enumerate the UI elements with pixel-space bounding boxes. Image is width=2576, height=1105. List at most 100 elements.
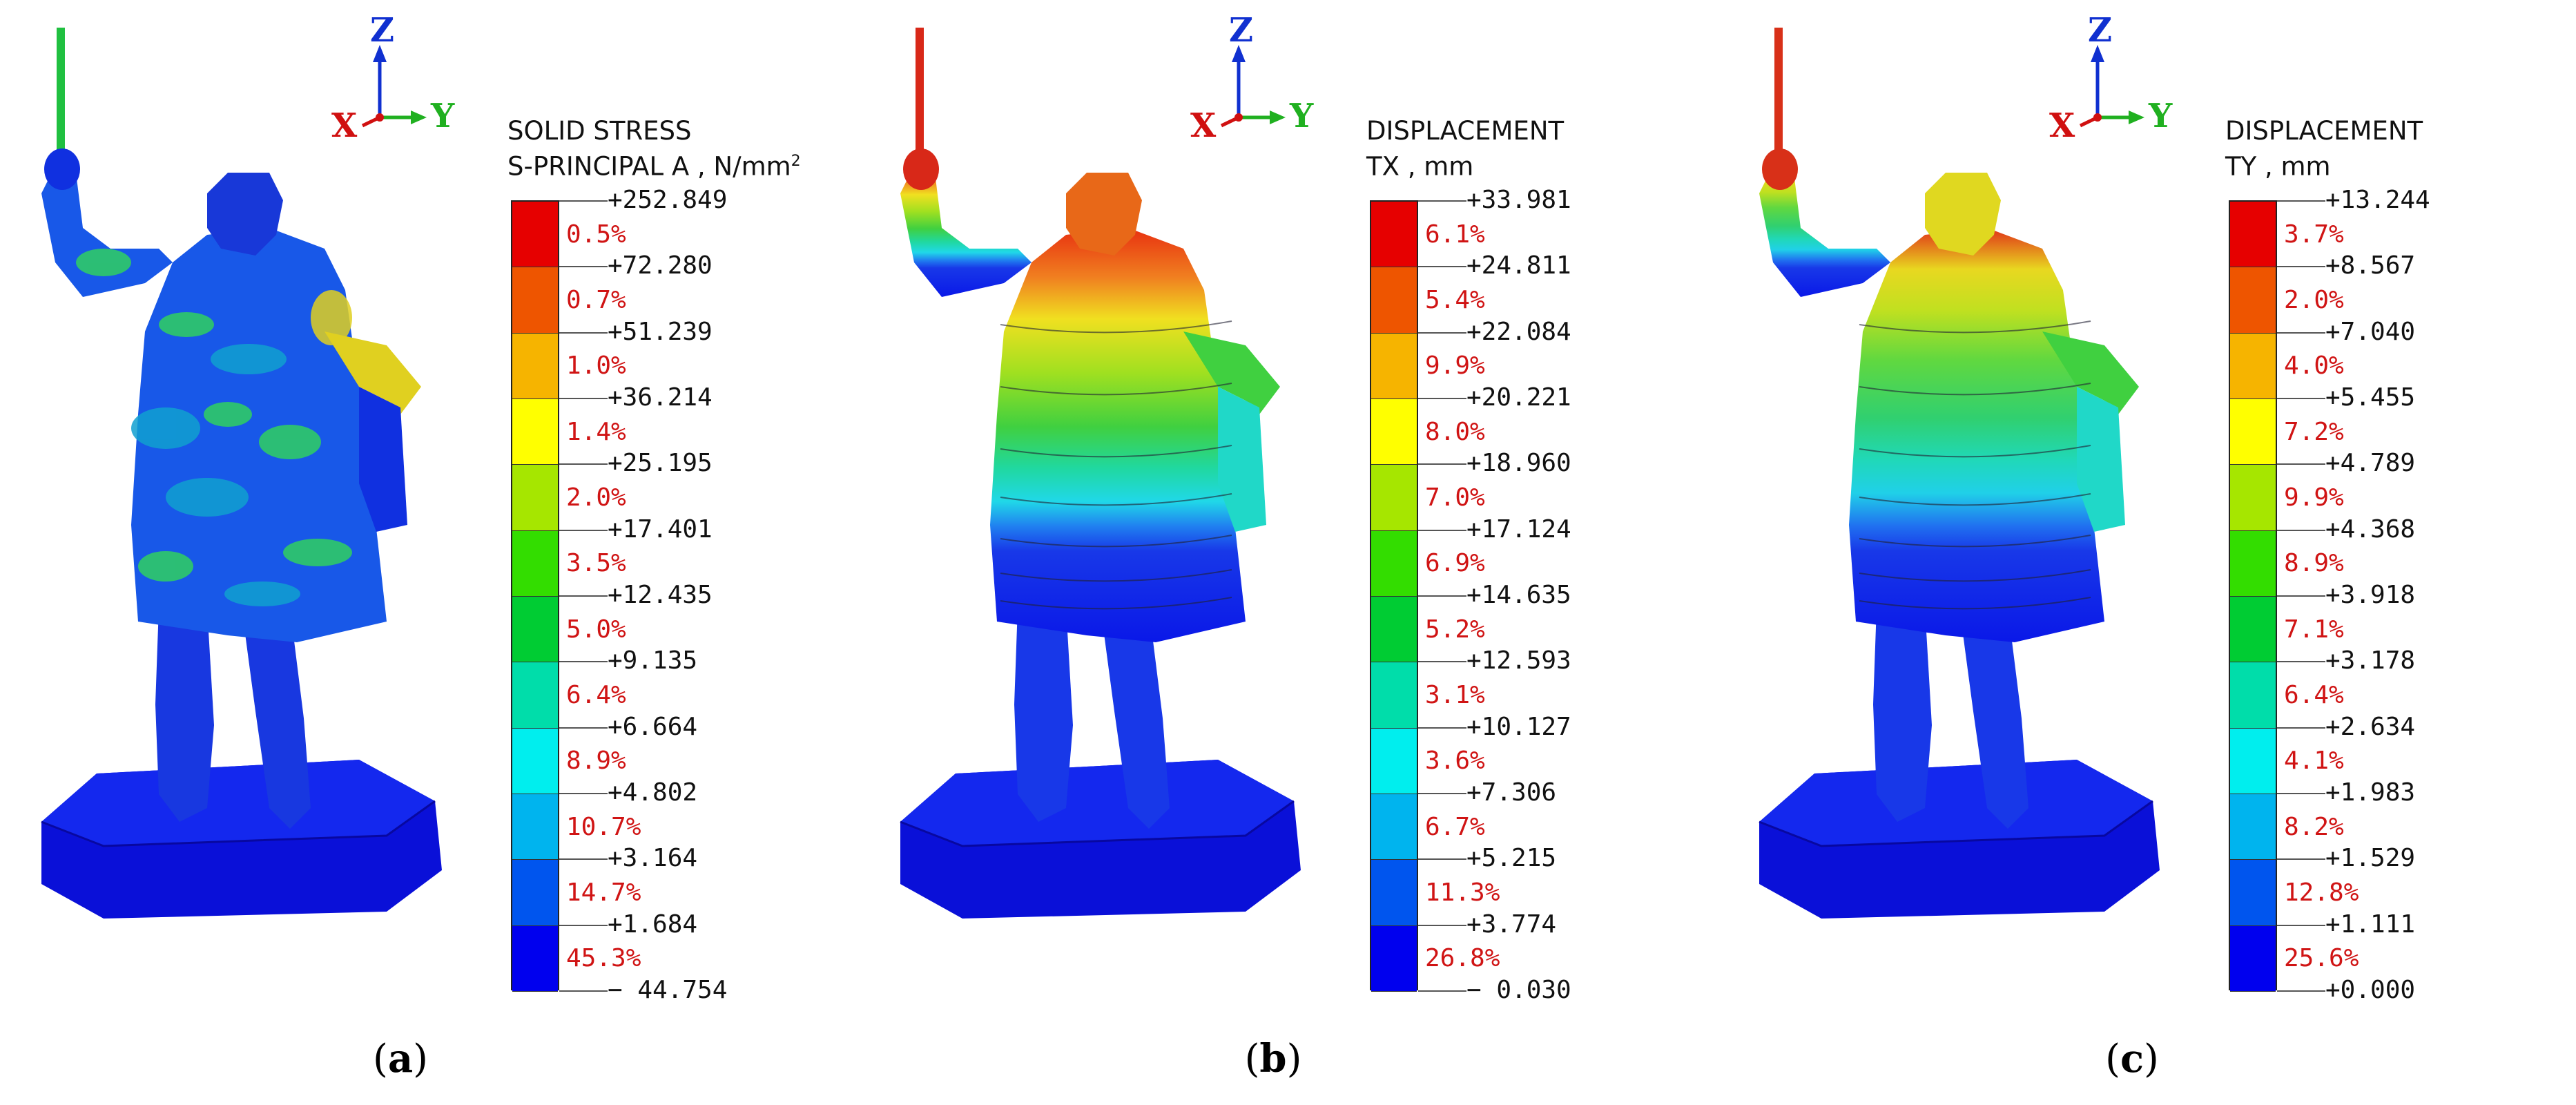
color-scale-band [512,794,558,861]
statue-hand [903,148,939,190]
color-scale-band [1371,333,1417,399]
tick-mark [559,398,608,399]
coordinate-triad: Z X Y [1163,14,1328,145]
statue-model [41,28,442,919]
band-percentage-label: 6.4% [2284,681,2344,709]
band-percentage-label: 25.6% [2284,944,2359,973]
band-percentage-label: 45.3% [566,944,641,973]
statue-legs [1873,608,2028,829]
panel-caption-letter: c [2120,1036,2144,1082]
color-scale-band [512,597,558,663]
tick-value-label: +12.435 [608,581,713,609]
coordinate-triad: Z X Y [304,14,469,145]
tick-value-label: +6.664 [608,712,698,741]
tick-mark [1418,595,1466,597]
color-scale-bar [2229,200,2277,992]
band-percentage-label: 1.4% [566,417,626,446]
tick-value-label: +5.455 [2325,383,2416,412]
statue-lowered-arm [2042,332,2139,414]
axis-label-x: X [1190,106,1217,145]
color-scale-band [512,530,558,597]
statue-model [1759,28,2160,919]
coordinate-triad: Z X Y [2022,14,2187,145]
tick-mark [2277,529,2325,531]
contour-lines [1859,320,2091,610]
band-percentage-label: 2.0% [566,483,626,512]
tick-mark [559,266,608,268]
legend-title-line1: SOLID STRESS [507,116,692,146]
tick-mark [1418,990,1466,992]
tick-value-label: +18.960 [1466,449,1571,478]
legend-title-line2: TY , mm [2225,151,2331,182]
statue-head [1066,173,1142,256]
tick-value-label: +10.127 [1466,712,1571,741]
tick-mark [2277,924,2325,926]
color-scale-band [512,465,558,531]
pedestal [1759,760,2160,919]
tick-mark [2277,398,2325,399]
statue-raised-arm [1759,166,1890,297]
axis-label-z: Z [1229,14,1253,50]
band-percentage-label: 6.1% [1425,220,1485,249]
tick-value-label: +1.983 [2325,778,2416,807]
stress-mottling [76,249,352,606]
band-percentage-label: 0.5% [566,220,626,249]
statue-torso [1849,228,2104,642]
color-scale-band [512,860,558,926]
tick-mark [559,529,608,531]
color-scale-band [1371,465,1417,531]
tick-mark [1418,398,1466,399]
band-percentage-label: 7.0% [1425,483,1485,512]
color-scale-band [2230,597,2276,663]
tick-mark [559,990,608,992]
color-scale-band [1371,597,1417,663]
statue-raised-arm [41,166,173,297]
band-percentage-label: 14.7% [566,878,641,907]
statue-torso [990,228,1246,642]
band-percentage-label: 5.4% [1425,286,1485,314]
color-scale-band [2230,202,2276,268]
band-percentage-label: 3.6% [1425,747,1485,776]
legend-title-line2: S-PRINCIPAL A , N/mm2 [507,151,801,182]
tick-value-label: +1.111 [2325,910,2416,939]
tick-value-label: +0.000 [2325,976,2416,1004]
tick-value-label: +20.221 [1466,383,1571,412]
legend-title-line1: DISPLACEMENT [1366,116,1565,146]
tick-mark [559,858,608,861]
color-scale-bar [1370,200,1418,992]
tick-mark [559,924,608,926]
color-scale-band [1371,860,1417,926]
band-percentage-label: 9.9% [1425,352,1485,381]
band-percentage-label: 9.9% [2284,483,2344,512]
band-percentage-label: 3.5% [566,549,626,578]
color-scale-band [512,399,558,465]
tick-value-label: +4.789 [2325,449,2416,478]
tick-value-label: +1.529 [2325,844,2416,873]
tick-value-label: +22.084 [1466,317,1571,346]
color-scale-band [2230,794,2276,861]
tick-mark [1418,727,1466,729]
tick-mark [559,793,608,794]
color-scale-band [2230,267,2276,334]
panel-a: Z X Y SOLID STRESS S-PRINCIPAL A , N/mm2 +252… [0,0,859,1105]
band-percentage-label: 4.0% [2284,352,2344,381]
statue-raised-arm [900,166,1032,297]
tick-value-label: +2.634 [2325,712,2416,741]
axis-label-x: X [331,106,358,145]
tick-value-label: +36.214 [608,383,713,412]
tick-mark [2277,661,2325,663]
legend-title: DISPLACEMENT TX , mm [1366,116,1698,182]
tick-mark [1418,858,1466,861]
tick-value-label: +14.635 [1466,581,1571,609]
tick-mark [559,332,608,334]
color-scale-band [2230,662,2276,729]
legend-title-line2: TX , mm [1366,151,1474,182]
band-percentage-label: 6.4% [566,681,626,709]
legend-unit-superscript: 2 [791,153,801,170]
legend-title-line1: DISPLACEMENT [2225,116,2423,146]
band-percentage-label: 0.7% [566,286,626,314]
statue-drape [1218,387,1266,532]
statue-legs [1014,608,1170,829]
statue-drape [359,387,407,532]
tick-mark [559,727,608,729]
